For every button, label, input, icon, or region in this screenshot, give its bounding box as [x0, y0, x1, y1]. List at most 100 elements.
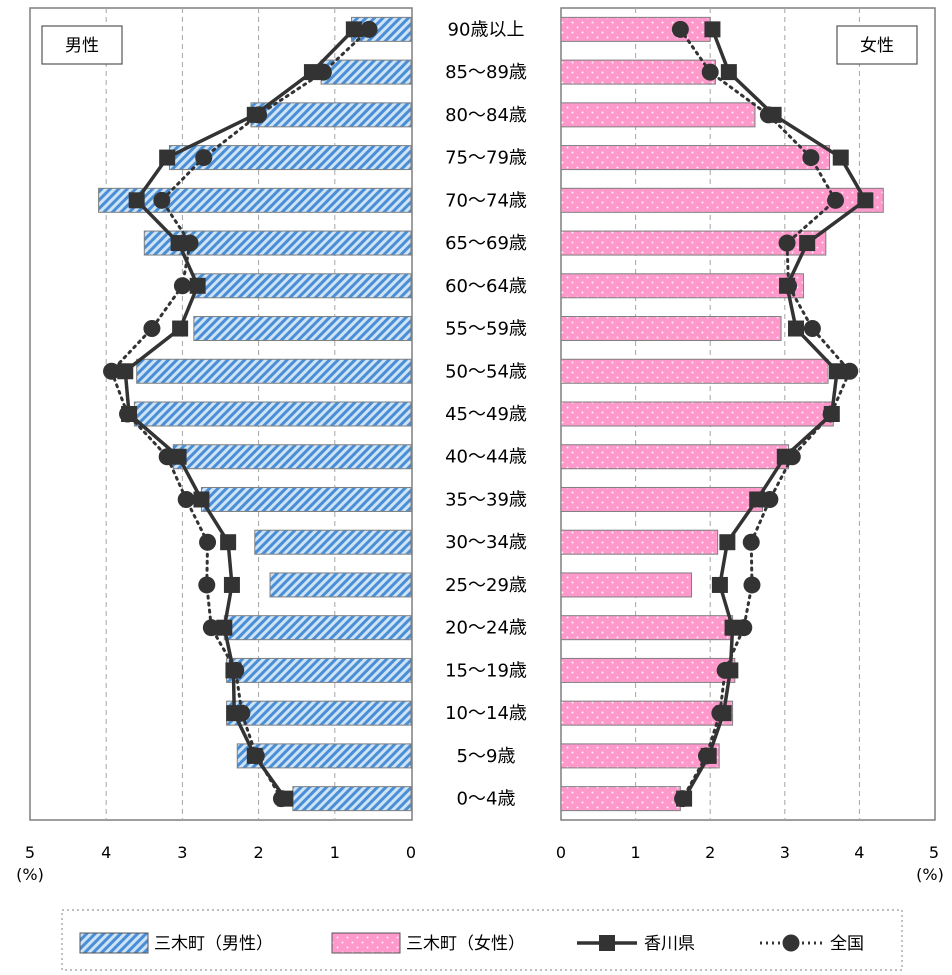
male-kagawa-marker	[128, 192, 145, 209]
female-national-marker	[711, 704, 729, 722]
female-national-marker	[802, 149, 820, 167]
male-national-marker	[173, 277, 191, 295]
female-national-marker	[743, 576, 761, 594]
male-kagawa-marker	[193, 491, 210, 508]
female-national-marker	[701, 63, 719, 81]
age-group-label: 70〜74歳	[445, 190, 527, 211]
legend-item-miki-male: 三木町（男性）	[79, 932, 273, 954]
male-national-marker	[199, 533, 217, 551]
male-kagawa-marker	[220, 534, 237, 551]
left-plot-frame	[29, 7, 413, 821]
female-national-marker	[671, 20, 689, 38]
left-tick-label: 5	[25, 843, 35, 862]
male-kagawa-marker	[117, 363, 134, 380]
female-national-marker	[674, 790, 692, 808]
male-bar	[292, 786, 412, 812]
male-national-marker	[360, 20, 378, 38]
female-bar	[560, 615, 734, 641]
right-panel: 女性 0 1 2 3 4 5 (%)	[556, 7, 944, 884]
legend-label-miki-male: 三木町（男性）	[154, 934, 273, 954]
female-kagawa-marker	[719, 534, 736, 551]
female-national-marker	[759, 106, 777, 124]
panel-title-male: 男性	[41, 25, 123, 65]
male-kagawa-marker	[159, 149, 176, 166]
right-tick-label: 3	[780, 843, 790, 862]
right-tick-label: 2	[705, 843, 715, 862]
male-bar	[250, 102, 412, 128]
female-bar	[560, 444, 790, 470]
age-group-labels: 90歳以上 85〜89歳 80〜84歳 75〜79歳 70〜74歳 65〜69歳 60〜64…	[445, 19, 527, 809]
male-bar	[236, 743, 412, 769]
age-group-label: 15〜19歳	[445, 660, 527, 681]
right-unit-label: (%)	[916, 865, 944, 884]
legend-item-miki-female: 三木町（女性）	[331, 932, 525, 954]
right-tick-label: 4	[854, 843, 864, 862]
male-bar	[320, 59, 412, 85]
female-bar	[560, 486, 763, 512]
panel-title-male-text: 男性	[65, 36, 99, 56]
female-bar	[560, 401, 834, 427]
left-panel: 男性 0 1 2 3 4 5 (%)	[16, 7, 416, 884]
female-bar	[560, 102, 756, 128]
male-bar	[133, 401, 412, 427]
left-lines	[103, 20, 378, 808]
legend-circle-marker	[782, 934, 800, 952]
age-group-label: 30〜34歳	[445, 532, 527, 553]
panel-title-female: 女性	[836, 25, 918, 65]
male-national-marker	[143, 320, 161, 338]
male-national-marker	[198, 576, 216, 594]
female-bar	[560, 529, 719, 555]
age-group-label: 25〜29歳	[445, 575, 527, 596]
male-national-marker	[202, 619, 220, 637]
female-national-marker	[716, 661, 734, 679]
female-bar	[560, 657, 736, 683]
male-national-marker	[119, 405, 137, 423]
female-national-marker	[841, 362, 859, 380]
female-national-marker	[780, 277, 798, 295]
male-bar	[193, 316, 412, 342]
age-group-label: 60〜64歳	[445, 276, 527, 297]
age-group-label: 20〜24歳	[445, 618, 527, 639]
female-kagawa-marker	[829, 363, 846, 380]
left-tick-label: 0	[406, 843, 416, 862]
male-national-marker	[158, 448, 176, 466]
male-bar	[193, 273, 412, 299]
female-kagawa-marker	[857, 192, 874, 209]
age-group-label: 50〜54歳	[445, 361, 527, 382]
female-bar	[560, 145, 831, 171]
male-national-marker	[181, 234, 199, 252]
female-bar	[560, 700, 734, 726]
right-lines	[671, 20, 874, 808]
male-bar	[269, 572, 412, 598]
male-bar	[136, 358, 412, 384]
age-group-label: 35〜39歳	[445, 489, 527, 510]
male-bar	[226, 657, 412, 683]
female-kagawa-marker	[799, 235, 816, 252]
age-group-label: 5〜9歳	[457, 746, 516, 767]
female-bar	[560, 572, 693, 598]
female-kagawa-marker	[832, 149, 849, 166]
male-national-marker	[103, 362, 121, 380]
left-tick-label: 4	[101, 843, 111, 862]
male-kagawa-marker	[189, 277, 206, 294]
age-group-label: 85〜89歳	[445, 62, 527, 83]
male-bar	[226, 700, 412, 726]
female-kagawa-marker	[749, 491, 766, 508]
male-kagawa-marker	[172, 320, 189, 337]
female-national-marker	[761, 490, 779, 508]
female-kagawa-marker	[711, 576, 728, 593]
male-national-marker	[272, 790, 290, 808]
female-bar	[560, 273, 804, 299]
male-national-marker	[314, 63, 332, 81]
legend-label-miki-female: 三木町（女性）	[406, 934, 525, 954]
age-group-label: 55〜59歳	[445, 319, 527, 340]
female-national-marker	[783, 448, 801, 466]
left-unit-label: (%)	[16, 865, 44, 884]
panel-title-female-text: 女性	[860, 36, 894, 56]
right-tick-label: 0	[556, 843, 566, 862]
female-national-marker	[735, 619, 753, 637]
age-group-label: 75〜79歳	[445, 148, 527, 169]
age-group-label: 10〜14歳	[445, 703, 527, 724]
male-national-marker	[247, 747, 265, 765]
male-national-marker	[153, 191, 171, 209]
